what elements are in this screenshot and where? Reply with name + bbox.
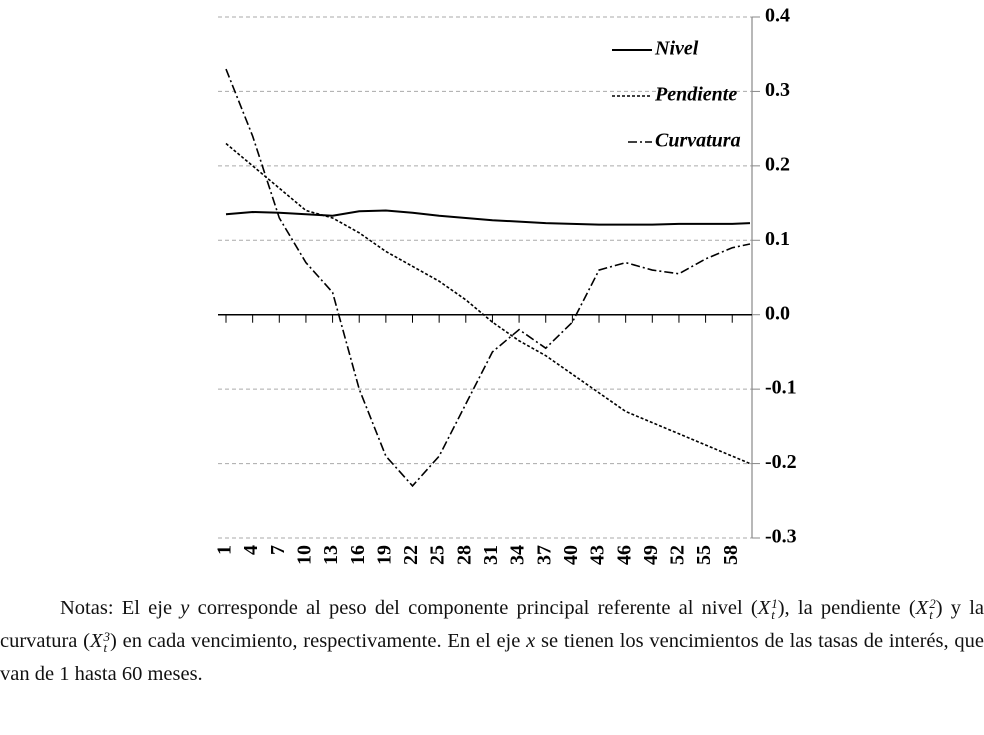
note-text: se tienen los vencimientos de las tasas … [0, 630, 984, 685]
note-sub: t [771, 607, 775, 623]
y-tick-label: 0.2 [765, 153, 790, 175]
x-tick-label: 13 [320, 545, 342, 565]
legend-label: Nivel [654, 38, 699, 60]
x-tick-label: 55 [693, 545, 715, 565]
note-sup: 1 [771, 596, 778, 612]
y-tick-label: 0.3 [765, 79, 790, 101]
y-tick-label: 0.0 [765, 302, 790, 324]
series-line [225, 68, 751, 488]
note-text: ) en cada vencimiento, respectivamente. … [110, 630, 527, 652]
y-tick-label: -0.3 [765, 526, 797, 548]
note-math: X [915, 597, 929, 619]
x-tick-label: 46 [613, 545, 635, 565]
note-text: Notas: El eje [60, 597, 181, 619]
y-tick-label: 0.4 [765, 5, 790, 27]
x-tick-label: 1 [214, 545, 236, 555]
note-text: corresponde al peso del componente princ… [189, 597, 758, 619]
legend-label: Pendiente [654, 84, 737, 106]
note-sup: 3 [103, 629, 111, 645]
series-line [225, 209, 751, 226]
x-tick-label: 22 [400, 545, 422, 565]
x-tick-label: 7 [267, 545, 289, 555]
y-tick-label: -0.1 [765, 377, 797, 399]
x-tick-label: 19 [373, 545, 395, 565]
x-tick-label: 28 [453, 545, 475, 565]
x-tick-label: 16 [347, 545, 369, 565]
y-tick-label: -0.2 [765, 451, 797, 473]
note-math: X [757, 597, 771, 619]
x-tick-label: 4 [240, 545, 262, 555]
note-sub: t [103, 640, 108, 656]
note-math: y [180, 597, 190, 619]
x-tick-label: 31 [480, 545, 502, 565]
x-tick-label: 52 [667, 545, 689, 565]
note-math: x [526, 630, 536, 652]
note-math: X [90, 630, 103, 652]
y-tick-label: 0.1 [765, 228, 790, 250]
x-tick-label: 40 [560, 545, 582, 565]
legend-label: Curvatura [655, 130, 741, 152]
x-tick-label: 34 [507, 545, 529, 565]
x-tick-label: 10 [294, 545, 316, 565]
note-sup: 2 [929, 596, 936, 612]
note-sub: t [929, 607, 933, 623]
x-tick-label: 58 [720, 545, 742, 565]
notes: Notas: El eje y corresponde al peso del … [0, 592, 984, 691]
note-text: ), la pendiente ( [777, 597, 916, 619]
x-tick-label: 25 [427, 545, 449, 565]
series-line [225, 142, 751, 465]
chart: 0.4 0.3 0.2 0.1 0.0 -0.1 -0.2 -0.3 1 4 7 10 13 16 19 22… [214, 5, 797, 565]
x-tick-label: 49 [640, 545, 662, 565]
x-tick-label: 37 [533, 545, 555, 565]
note-text: ) y la curvatura ( [0, 597, 984, 652]
x-tick-label: 43 [587, 545, 609, 565]
